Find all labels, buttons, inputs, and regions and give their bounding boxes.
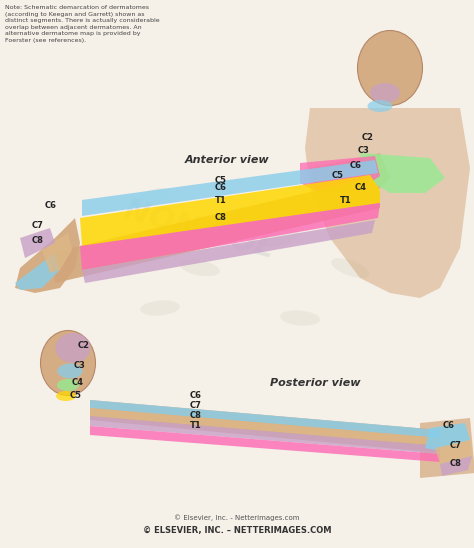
Polygon shape [82,220,375,283]
Ellipse shape [370,83,400,103]
Text: C7: C7 [450,441,462,450]
Ellipse shape [55,333,91,363]
Text: C2: C2 [78,341,90,350]
Ellipse shape [357,31,422,106]
Polygon shape [425,423,470,450]
Text: C3: C3 [74,361,86,370]
Text: © Elsevier, Inc. - Netterimages.com: © Elsevier, Inc. - Netterimages.com [174,515,300,521]
Polygon shape [80,203,380,270]
Text: © ELSEVIER, INC. – NETTERIMAGES.COM: © ELSEVIER, INC. – NETTERIMAGES.COM [143,526,331,535]
Ellipse shape [56,391,76,401]
Polygon shape [90,408,440,446]
Polygon shape [42,233,72,273]
Polygon shape [50,178,380,283]
Ellipse shape [57,379,79,391]
Text: Posterior view: Posterior view [270,378,361,388]
Ellipse shape [280,310,320,326]
Ellipse shape [367,100,392,112]
Text: C5: C5 [70,391,82,400]
Text: C2: C2 [362,133,374,142]
Polygon shape [15,253,60,290]
Text: C8: C8 [190,411,202,420]
Text: C8: C8 [450,459,462,468]
Text: C5: C5 [332,171,344,180]
Ellipse shape [40,330,95,396]
Text: C6: C6 [443,421,455,430]
Polygon shape [15,218,80,293]
Ellipse shape [140,300,180,316]
Text: C3: C3 [358,146,370,155]
Text: T1: T1 [215,196,227,205]
Ellipse shape [331,258,369,278]
Ellipse shape [180,260,220,276]
Text: T1: T1 [340,196,352,205]
Polygon shape [80,175,380,246]
Text: C5: C5 [215,176,227,185]
Text: T1: T1 [190,421,202,430]
Text: C4: C4 [355,183,367,192]
Text: C8: C8 [32,236,44,245]
Polygon shape [310,153,390,203]
Text: C6: C6 [45,201,57,210]
Text: C6: C6 [350,161,362,170]
Polygon shape [420,418,474,478]
Text: C4: C4 [72,378,84,387]
Polygon shape [360,153,445,193]
Text: C7: C7 [32,221,44,230]
Ellipse shape [57,363,82,379]
Polygon shape [90,416,440,454]
Text: C6: C6 [190,391,202,400]
Polygon shape [440,456,472,476]
Polygon shape [20,228,55,258]
Text: Anterior view: Anterior view [185,155,270,165]
Text: C7: C7 [190,401,202,410]
Text: Note: Schematic demarcation of dermatomes
(according to Keegan and Garrett) show: Note: Schematic demarcation of dermatome… [5,5,160,43]
Polygon shape [90,400,440,438]
Polygon shape [90,400,440,453]
Polygon shape [90,426,440,462]
Ellipse shape [261,229,300,247]
Polygon shape [435,440,472,464]
Polygon shape [82,160,378,216]
Text: C6: C6 [215,183,227,192]
Text: C8: C8 [215,213,227,222]
Text: NON SOL: NON SOL [120,196,277,264]
Polygon shape [305,108,470,298]
Ellipse shape [131,188,169,208]
Polygon shape [300,156,380,193]
